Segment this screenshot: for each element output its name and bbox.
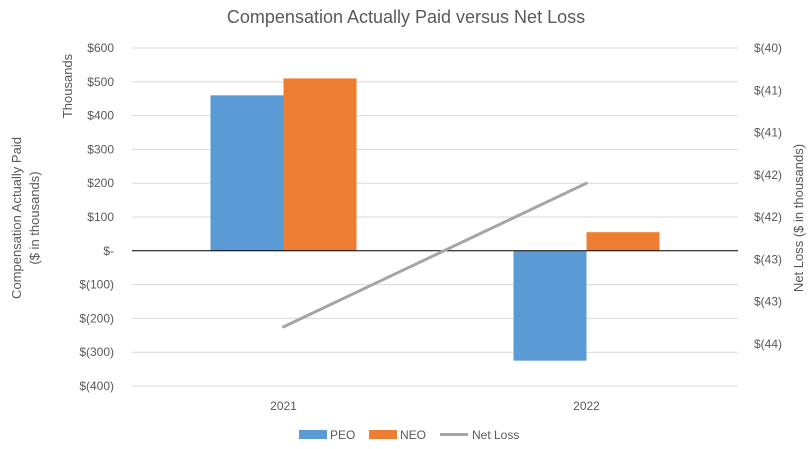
right-tick-label: $(44)	[754, 337, 782, 351]
left-axis-ticks: $600 $500 $400 $300 $200 $100 $- $(100) $(200) $(…	[79, 41, 114, 393]
net-loss-line-group	[282, 181, 588, 329]
right-tick-label: $(43)	[754, 295, 782, 309]
bars	[210, 78, 660, 361]
left-tick-label: $300	[87, 142, 114, 156]
right-axis-ticks: $(40) $(41) $(41) $(42) $(42) $(43) $(43) $(44)	[754, 41, 782, 351]
legend-label-neo: NEO	[400, 428, 426, 442]
right-tick-label: $(41)	[754, 126, 782, 140]
left-tick-label: $(200)	[79, 311, 114, 325]
chart-title: Compensation Actually Paid versus Net Lo…	[227, 7, 585, 27]
left-tick-label: $500	[87, 75, 114, 89]
right-tick-label: $(41)	[754, 83, 782, 97]
right-tick-label: $(42)	[754, 168, 782, 182]
x-tick-label: 2021	[270, 399, 297, 413]
bar-neo-2022	[586, 232, 660, 251]
left-tick-label: $400	[87, 109, 114, 123]
legend-swatch-peo	[299, 430, 327, 439]
legend-swatch-neo	[369, 430, 397, 439]
x-tick-label: 2022	[573, 399, 600, 413]
legend-label-peo: PEO	[330, 428, 355, 442]
left-axis-title-line2: ($ in thousands)	[27, 171, 42, 264]
legend-label-net-loss: Net Loss	[472, 428, 519, 442]
left-tick-label: $(100)	[79, 278, 114, 292]
line-net-loss	[282, 181, 588, 329]
bar-peo-2021	[210, 95, 284, 251]
left-axis-title-line1: Compensation Actually Paid	[9, 137, 24, 299]
left-tick-label: $200	[87, 176, 114, 190]
left-tick-label: $600	[87, 41, 114, 55]
right-tick-label: $(43)	[754, 252, 782, 266]
legend: PEO NEO Net Loss	[299, 428, 519, 442]
left-axis-units-label: Thousands	[60, 53, 75, 118]
bar-neo-2021	[283, 78, 357, 251]
left-tick-label: $-	[103, 244, 114, 258]
left-tick-label: $100	[87, 210, 114, 224]
bar-peo-2022	[513, 250, 587, 361]
right-axis-title: Net Loss ($ in thousands)	[791, 144, 806, 292]
left-tick-label: $(400)	[79, 379, 114, 393]
right-tick-label: $(40)	[754, 41, 782, 55]
x-axis-ticks: 2021 2022	[270, 399, 600, 413]
left-tick-label: $(300)	[79, 345, 114, 359]
right-tick-label: $(42)	[754, 210, 782, 224]
